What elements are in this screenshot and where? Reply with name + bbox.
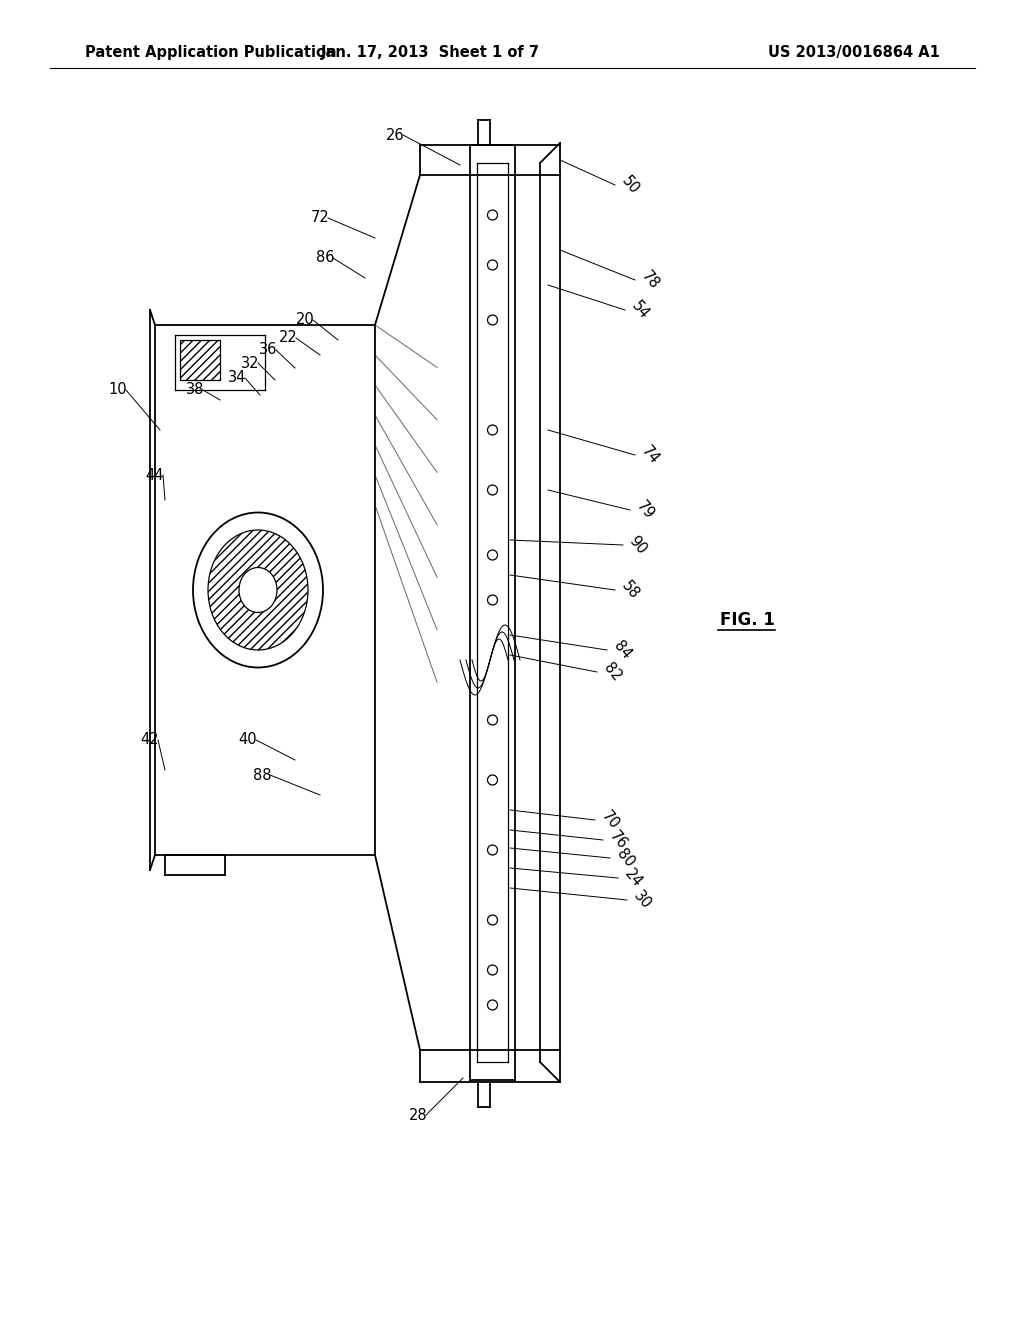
Text: 40: 40 (239, 733, 257, 747)
Text: 54: 54 (629, 298, 651, 322)
Text: 78: 78 (638, 268, 662, 292)
Text: 79: 79 (633, 498, 656, 521)
Text: 24: 24 (622, 866, 645, 890)
Text: 30: 30 (631, 888, 653, 912)
Text: 26: 26 (386, 128, 404, 143)
Text: 90: 90 (627, 533, 650, 557)
Bar (180, 341, 220, 380)
Text: 58: 58 (618, 578, 642, 602)
Text: 76: 76 (606, 828, 630, 851)
Text: 10: 10 (109, 383, 127, 397)
Text: Jan. 17, 2013  Sheet 1 of 7: Jan. 17, 2013 Sheet 1 of 7 (321, 45, 540, 59)
Text: 80: 80 (613, 846, 637, 870)
Text: 50: 50 (618, 173, 642, 197)
Text: 84: 84 (610, 638, 634, 661)
Text: 22: 22 (279, 330, 297, 346)
Ellipse shape (208, 531, 308, 649)
Text: 72: 72 (310, 210, 330, 226)
Text: Patent Application Publication: Patent Application Publication (85, 45, 337, 59)
Text: 70: 70 (598, 808, 622, 832)
Text: FIG. 1: FIG. 1 (720, 611, 775, 630)
Text: 38: 38 (185, 383, 204, 397)
Text: 28: 28 (409, 1107, 427, 1122)
Text: 42: 42 (140, 733, 160, 747)
Text: 34: 34 (227, 371, 246, 385)
Text: 86: 86 (315, 251, 334, 265)
Text: 44: 44 (145, 467, 164, 483)
Ellipse shape (193, 512, 323, 668)
Text: 32: 32 (241, 355, 259, 371)
Text: 20: 20 (296, 313, 314, 327)
Ellipse shape (239, 568, 278, 612)
Text: 36: 36 (259, 342, 278, 358)
Text: 74: 74 (638, 444, 662, 467)
Text: 88: 88 (253, 767, 271, 783)
Text: US 2013/0016864 A1: US 2013/0016864 A1 (768, 45, 940, 59)
Text: 82: 82 (600, 660, 624, 684)
